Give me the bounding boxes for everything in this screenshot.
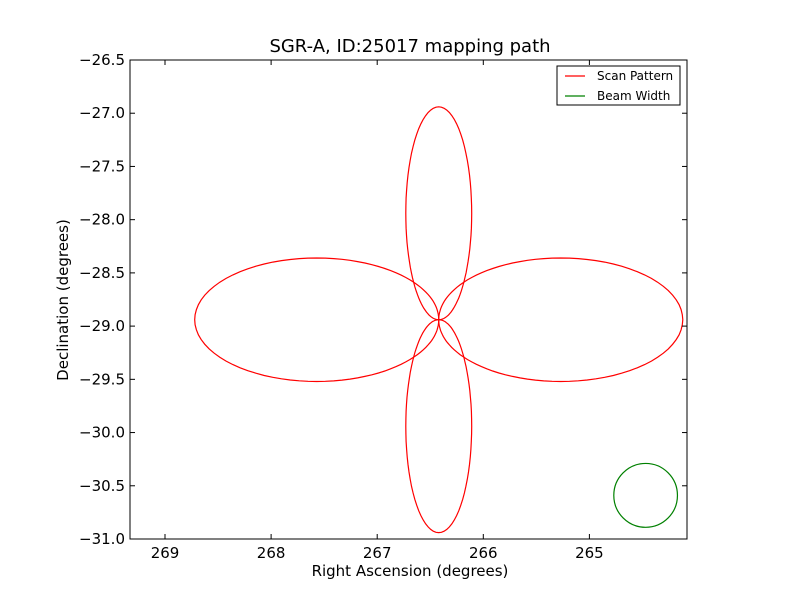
x-tick-label: 267 [363, 544, 392, 562]
data-layer [194, 106, 684, 534]
legend-label-scan-pattern: Scan Pattern [597, 69, 673, 83]
x-tick-label: 268 [257, 544, 286, 562]
legend: Scan Pattern Beam Width [556, 65, 681, 106]
y-tick-label: −29.0 [79, 317, 125, 335]
x-tick-label: 265 [575, 544, 604, 562]
beam-width-circle [613, 462, 679, 528]
scan-lobe-west [438, 257, 684, 383]
y-axis-label: Declination (degrees) [54, 219, 72, 381]
legend-box [556, 65, 681, 106]
x-axis-label: Right Ascension (degrees) [312, 562, 509, 580]
scan-lobe-south [405, 319, 473, 534]
y-tick-label: −28.0 [79, 211, 125, 229]
plot-area [130, 60, 687, 539]
y-tick-label: −27.0 [79, 104, 125, 122]
legend-label-beam-width: Beam Width [597, 89, 670, 103]
y-tick-label: −30.0 [79, 424, 125, 442]
scan-lobe-east [194, 257, 440, 383]
y-tick-label: −27.5 [79, 157, 125, 175]
x-axis-ticks: 269 268 267 266 265 [151, 60, 604, 562]
y-tick-label: −30.5 [79, 477, 125, 495]
x-tick-label: 266 [469, 544, 498, 562]
y-tick-label: −28.5 [79, 264, 125, 282]
y-tick-label: −31.0 [79, 530, 125, 548]
x-tick-label: 269 [151, 544, 180, 562]
chart-title: SGR-A, ID:25017 mapping path [269, 36, 550, 57]
y-axis-ticks: −26.5 −27.0 −27.5 −28.0 −28.5 −29.0 −29.5 −30.0… [79, 51, 687, 548]
y-tick-label: −29.5 [79, 370, 125, 388]
scan-lobe-north [405, 106, 473, 321]
y-tick-label: −26.5 [79, 51, 125, 69]
plot-frame [129, 59, 688, 540]
